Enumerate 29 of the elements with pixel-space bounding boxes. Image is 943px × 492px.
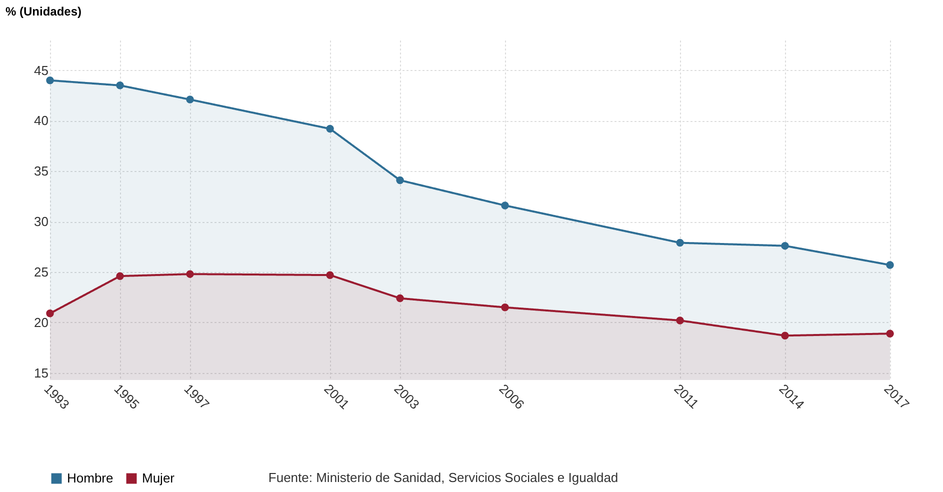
point (501, 303, 509, 312)
point (781, 242, 789, 250)
point (781, 332, 789, 340)
y-tick-label: 15 (34, 365, 48, 380)
source-note: Fuente: Ministerio de Sanidad, Servicios Sociales e Igualdad (268, 470, 618, 485)
y-tick-label: 25 (34, 264, 48, 280)
point (326, 271, 334, 279)
point (116, 82, 124, 90)
y-tick-label: 35 (34, 164, 48, 179)
y-tick-label: 40 (34, 113, 48, 128)
legend-label: Hombre (67, 470, 114, 486)
point (46, 76, 54, 84)
y-axis-title: % (Unidades) (6, 4, 82, 18)
point (396, 294, 404, 302)
legend-label: Mujer (142, 470, 176, 486)
point (676, 316, 684, 324)
point (186, 270, 194, 278)
point (676, 238, 684, 247)
point (886, 330, 894, 338)
point (326, 124, 334, 133)
point (186, 96, 194, 104)
point (396, 176, 404, 184)
y-tick-label: 45 (34, 62, 48, 78)
point (501, 202, 509, 210)
point (886, 261, 894, 269)
point (46, 310, 54, 318)
point (116, 272, 124, 280)
y-tick-label: 30 (34, 214, 48, 230)
y-tick-label: 20 (34, 314, 48, 330)
